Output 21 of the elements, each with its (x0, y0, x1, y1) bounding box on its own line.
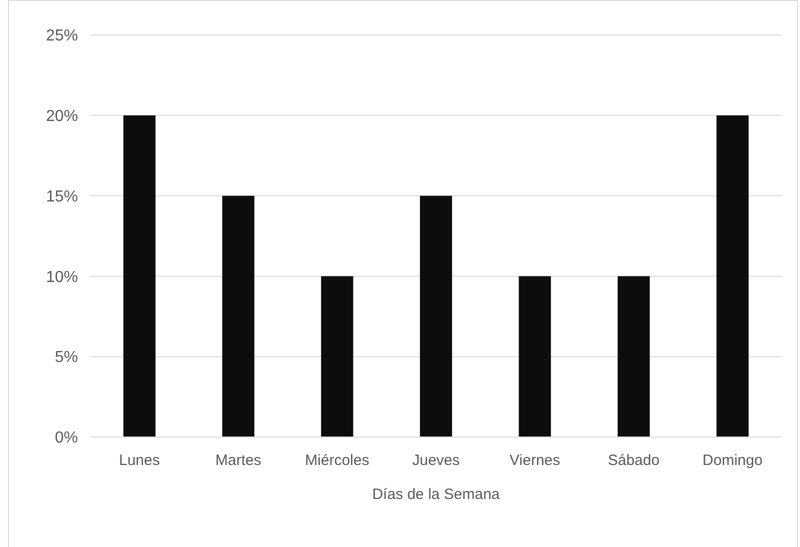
bar (518, 276, 551, 437)
x-tick-label: Martes (215, 452, 262, 469)
y-tick-label: 10% (46, 268, 78, 286)
x-tick-label: Sábado (608, 452, 660, 469)
y-tick-label: 25% (46, 28, 78, 45)
bar (420, 196, 452, 437)
bar (321, 276, 354, 437)
y-tick-label: 5% (54, 349, 78, 366)
x-tick-label: Miércoles (305, 452, 370, 469)
x-tick-label: Viernes (510, 452, 560, 469)
y-tick-label: 20% (46, 108, 78, 125)
bar (222, 196, 254, 437)
x-tick-label: Jueves (412, 452, 460, 469)
bar (716, 115, 749, 437)
bar (618, 276, 650, 437)
x-tick-label: Domingo (702, 452, 763, 469)
bar (123, 115, 156, 437)
x-axis-title: Días de la Semana (372, 486, 500, 503)
x-tick-label: Lunes (118, 452, 160, 469)
y-tick-label: 0% (54, 430, 78, 447)
y-tick-label: 15% (46, 188, 78, 206)
